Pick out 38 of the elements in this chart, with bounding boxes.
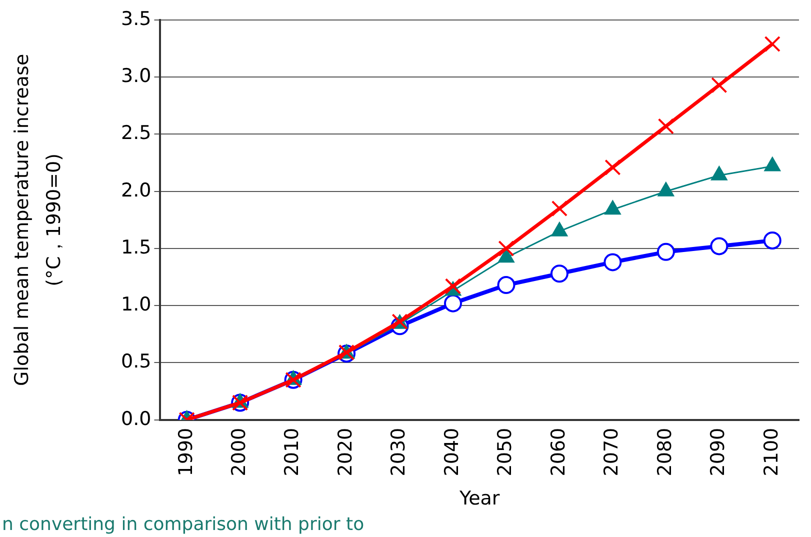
point xyxy=(764,36,780,52)
x-tick-label: 2070 xyxy=(600,428,623,476)
y-tick-label: 3.5 xyxy=(121,8,152,30)
y-tick-label: 0.5 xyxy=(121,350,152,373)
point xyxy=(444,294,462,312)
point xyxy=(498,240,514,257)
text: Global mean temperature increase xyxy=(11,54,33,386)
point xyxy=(444,278,462,294)
point xyxy=(604,253,622,272)
x-tick-label: 2020 xyxy=(334,428,356,476)
point xyxy=(550,264,568,283)
y-tick-label: 0.0 xyxy=(121,408,152,430)
x-tick-label: 2000 xyxy=(228,428,250,476)
point xyxy=(710,237,728,256)
y-tick-label: 2.0 xyxy=(121,179,152,202)
x-tick-label: 2030 xyxy=(388,428,410,476)
x-tick-label: 2090 xyxy=(707,428,730,476)
x-tick-label: 1990 xyxy=(174,428,197,476)
x-tick-label: 2080 xyxy=(654,428,676,476)
point xyxy=(551,200,568,217)
x-tick-label: 2100 xyxy=(760,428,782,476)
text: (°C，1990=0) xyxy=(43,153,65,286)
point xyxy=(656,242,675,261)
text: n converting in comparison with prior to xyxy=(2,514,364,535)
y-tick-label: 2.5 xyxy=(121,122,152,144)
x-tick-label: 2050 xyxy=(494,428,516,476)
x-tick-label: 2010 xyxy=(281,428,304,476)
point xyxy=(497,276,516,294)
y-tick-label: 1.0 xyxy=(121,294,152,316)
y-tick-label: 1.5 xyxy=(121,236,152,258)
x-tick-label: 2040 xyxy=(440,428,463,476)
point xyxy=(711,77,728,94)
x-axis-title: Year xyxy=(458,488,500,510)
point xyxy=(604,159,621,176)
point xyxy=(658,118,674,134)
y-tick-label: 3.0 xyxy=(121,65,152,88)
x-tick-label: 2060 xyxy=(547,428,570,476)
point xyxy=(763,231,782,250)
